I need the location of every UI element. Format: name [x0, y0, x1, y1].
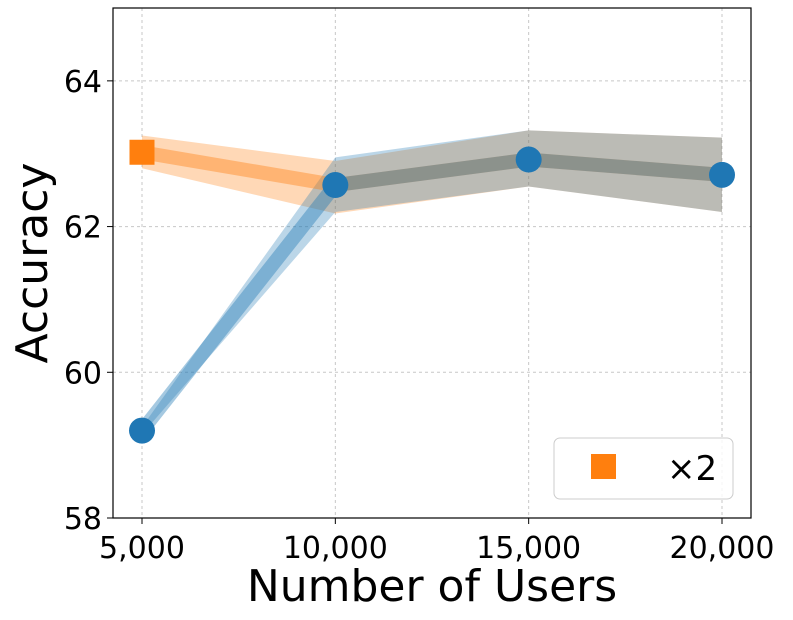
- y-tick-label: 62: [64, 211, 102, 246]
- legend-box: [553, 437, 734, 500]
- confidence-bands: [142, 130, 722, 435]
- series-line-0: [135, 145, 729, 193]
- data-point-circle: [322, 172, 349, 199]
- y-tick-label: 64: [64, 65, 102, 100]
- axis-ticks: 5,000 10,000 15,000 20,000 58 60 62 64: [64, 65, 775, 566]
- series-lines: [135, 145, 729, 438]
- x-tick-label: 5,000: [99, 531, 185, 566]
- x-axis-title: Number of Users: [247, 561, 617, 612]
- series-markers: [129, 139, 735, 444]
- confidence-band-0: [142, 130, 722, 214]
- x-tick-label: 10,000: [283, 531, 388, 566]
- data-point-circle: [129, 417, 155, 444]
- confidence-band-1: [142, 130, 722, 435]
- y-axis-title: Accuracy: [7, 163, 58, 364]
- x-tick-label: 15,000: [476, 531, 581, 566]
- legend-swatch-square: [591, 454, 616, 479]
- x-tick-label: 20,000: [670, 531, 775, 566]
- legend: ×2: [553, 437, 734, 500]
- legend-label: ×2: [667, 449, 717, 489]
- grid: [113, 8, 751, 519]
- y-tick-label: 60: [64, 356, 102, 391]
- data-point-circle: [515, 146, 542, 173]
- series-line-1: [135, 152, 729, 438]
- y-tick-label: 58: [64, 502, 102, 537]
- data-point-square: [129, 139, 155, 165]
- data-point-circle: [709, 161, 735, 188]
- plot-frame: [112, 7, 752, 519]
